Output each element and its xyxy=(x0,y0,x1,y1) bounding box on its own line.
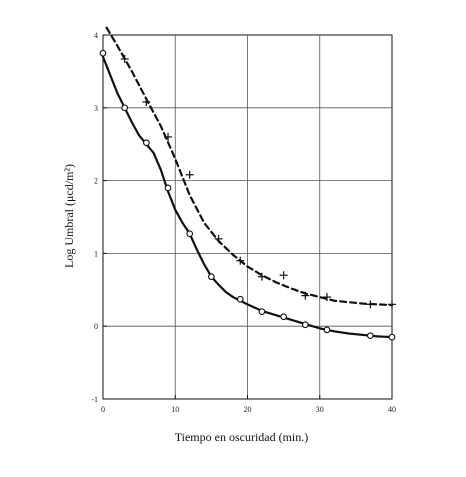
label-layer: Tiempo en oscuridad (min.) Log Umbral (μ… xyxy=(62,164,308,444)
series-1-point xyxy=(236,256,245,265)
grid-layer xyxy=(103,35,392,399)
series-1-point xyxy=(301,291,310,300)
series-1-point xyxy=(214,234,223,243)
series-2-point xyxy=(121,104,129,112)
x-tick-label: 40 xyxy=(388,405,396,414)
series-1-point xyxy=(164,132,173,141)
series-1-point xyxy=(257,272,266,281)
x-tick-label: 20 xyxy=(244,405,252,414)
series-2-point xyxy=(323,326,331,334)
series-2-point xyxy=(366,332,374,340)
series-1-point xyxy=(185,170,194,179)
y-tick-label: 2 xyxy=(94,177,98,186)
x-axis-title: Tiempo en oscuridad (min.) xyxy=(175,430,309,444)
x-tick-label: 30 xyxy=(316,405,324,414)
series-2-point xyxy=(301,321,309,329)
series-1-point xyxy=(279,271,288,280)
series-2-point xyxy=(186,230,194,238)
series-2-point xyxy=(208,273,215,281)
y-tick-label: 0 xyxy=(94,322,98,331)
series-1-point xyxy=(142,97,151,106)
y-tick-label: 3 xyxy=(94,104,98,113)
y-axis-title: Log Umbral (μcd/m²) xyxy=(62,164,76,268)
series-2-point xyxy=(164,184,172,192)
series-2-point xyxy=(143,139,150,147)
series-2-point xyxy=(388,333,396,341)
y-tick-label: 4 xyxy=(94,31,98,40)
series-2-point xyxy=(236,295,244,303)
marker-layer xyxy=(99,49,396,341)
series-1-point xyxy=(388,300,396,309)
series-2-point xyxy=(99,49,107,57)
series-2-point xyxy=(280,313,287,321)
series-2-point xyxy=(258,308,266,315)
x-tick-label: 10 xyxy=(171,405,179,414)
series-1-point xyxy=(322,293,331,302)
y-tick-label: 1 xyxy=(94,249,98,258)
series-1-point xyxy=(366,300,375,309)
x-tick-label: 0 xyxy=(101,405,105,414)
series-1-point xyxy=(120,55,129,64)
y-tick-label: -1 xyxy=(91,395,98,404)
series-line-1 xyxy=(105,26,394,307)
